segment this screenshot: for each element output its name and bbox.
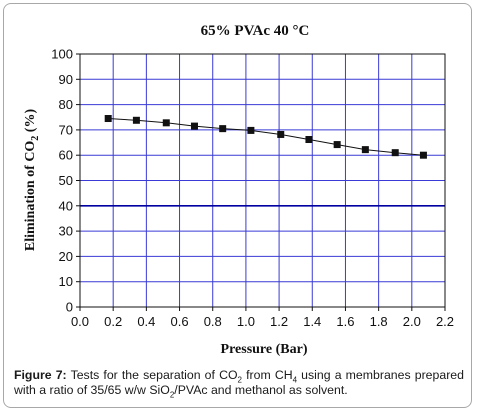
data-point (104, 115, 112, 123)
caption-text-3: using a membranes prepared with a ratio … (14, 368, 464, 397)
chart: 65% PVAc 40 °C 0.0 0.2 0.4 0.6 0.8 1.0 1.2 1.4 1… (23, 23, 454, 357)
x-tick-label: 0.6 (171, 314, 189, 329)
x-tick-label: 0.8 (204, 314, 222, 329)
caption-subscript-2: 4 (292, 375, 298, 385)
x-tick-label: 2.0 (403, 314, 421, 329)
axis-ticks: 0.0 0.2 0.4 0.6 0.8 1.0 1.2 1.4 1.6 1.8 2.0 2.2 0 10 2… (51, 47, 454, 330)
x-tick-label: 1.4 (303, 314, 321, 329)
x-tick-label: 1.2 (270, 314, 288, 329)
y-axis-label-part-2: (%) (23, 109, 38, 136)
series (104, 115, 427, 159)
figure-caption: Figure 7: Tests for the separation of CO… (14, 368, 464, 400)
x-tick-label: 1.6 (336, 314, 354, 329)
x-tick-label: 1.0 (237, 314, 255, 329)
y-axis-label: Elimination of CO2 (%) (23, 109, 41, 252)
data-point (247, 126, 255, 134)
y-tick-label: 30 (59, 224, 73, 239)
x-axis-label: Pressure (Bar) (221, 342, 308, 357)
data-point (361, 146, 369, 154)
x-tick-label: 0.2 (104, 314, 122, 329)
y-tick-label: 90 (59, 72, 73, 87)
y-tick-label: 70 (59, 122, 73, 137)
y-axis-label-subscript: 2 (30, 136, 41, 141)
y-axis-label-part-1: Elimination of CO (23, 141, 38, 252)
y-tick-label: 0 (66, 300, 73, 315)
y-tick-label: 60 (59, 148, 73, 163)
series-line (108, 118, 424, 156)
data-point (391, 149, 399, 157)
x-tick-label: 2.2 (436, 314, 454, 329)
data-point (333, 141, 341, 149)
y-tick-label: 50 (59, 173, 73, 188)
caption-subscript-1: 2 (237, 375, 242, 385)
data-point (132, 116, 140, 124)
data-point (219, 125, 227, 133)
caption-label: Figure 7: (14, 368, 67, 382)
caption-text-4: /PVAc and methanol as solvent. (174, 383, 348, 397)
chart-title: 65% PVAc 40 °C (201, 23, 310, 39)
caption-text-1: Tests for the separation of CO (66, 368, 238, 382)
grid (80, 54, 445, 307)
data-point (419, 151, 427, 159)
data-point (162, 119, 170, 127)
y-tick-label: 100 (51, 47, 73, 62)
caption-text-2: from CH (241, 368, 293, 382)
y-tick-label: 40 (59, 198, 73, 213)
data-point (277, 130, 285, 138)
y-tick-label: 20 (59, 249, 73, 264)
x-tick-label: 0.4 (137, 314, 155, 329)
data-point (190, 122, 198, 130)
caption-subscript-3: 2 (169, 390, 175, 400)
data-point (305, 136, 313, 144)
x-tick-label: 0.0 (71, 314, 89, 329)
y-tick-label: 10 (59, 274, 73, 289)
y-tick-label: 80 (59, 97, 73, 112)
x-tick-label: 1.8 (370, 314, 388, 329)
